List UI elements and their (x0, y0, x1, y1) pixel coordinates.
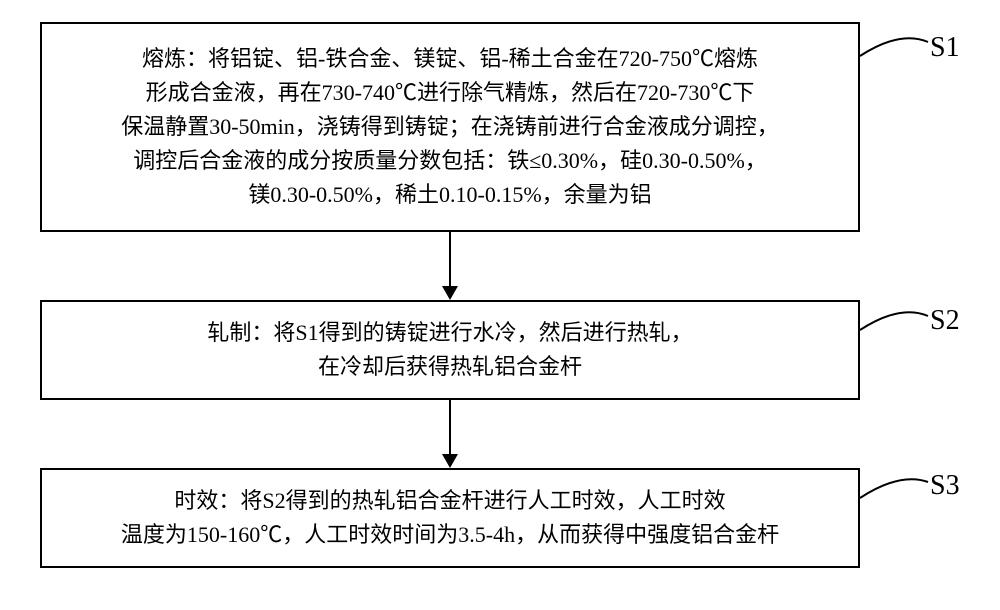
step-s2-text: 轧制：将S1得到的铸锭进行水冷，然后进行热轧， 在冷却后获得热轧铝合金杆 (207, 316, 692, 384)
s1-line4: 调控后合金液的成分按质量分数包括：铁≤0.30%，硅0.30-0.50%， (133, 148, 767, 173)
s3-line1: 时效：将S2得到的热轧铝合金杆进行人工时效，人工时效 (174, 488, 725, 513)
step-s1-text: 熔炼：将铝锭、铝-铁合金、镁锭、铝-稀土合金在720-750℃熔炼 形成合金液，… (121, 42, 779, 212)
arrow-s1-s2-head (442, 286, 458, 300)
arrow-s1-s2-line (449, 232, 451, 286)
label-s1: S1 (930, 32, 960, 64)
flowchart-canvas: 熔炼：将铝锭、铝-铁合金、镁锭、铝-稀土合金在720-750℃熔炼 形成合金液，… (0, 0, 1000, 610)
step-s1-box: 熔炼：将铝锭、铝-铁合金、镁锭、铝-稀土合金在720-750℃熔炼 形成合金液，… (40, 22, 860, 232)
label-s2: S2 (930, 305, 960, 337)
label-s3: S3 (930, 470, 960, 502)
s1-line2: 形成合金液，再在730-740℃进行除气精炼，然后在720-730℃下 (146, 80, 755, 105)
s2-line1: 轧制：将S1得到的铸锭进行水冷，然后进行热轧， (207, 320, 692, 345)
s2-line2: 在冷却后获得热轧铝合金杆 (318, 354, 582, 379)
s1-line3: 保温静置30-50min，浇铸得到铸锭；在浇铸前进行合金液成分调控， (121, 114, 779, 139)
arrow-s2-s3-line (449, 400, 451, 454)
step-s3-box: 时效：将S2得到的热轧铝合金杆进行人工时效，人工时效 温度为150-160℃，人… (40, 468, 860, 568)
arrow-s2-s3-head (442, 454, 458, 468)
step-s2-box: 轧制：将S1得到的铸锭进行水冷，然后进行热轧， 在冷却后获得热轧铝合金杆 (40, 300, 860, 400)
s1-line1: 熔炼：将铝锭、铝-铁合金、镁锭、铝-稀土合金在720-750℃熔炼 (142, 46, 758, 71)
s1-line5: 镁0.30-0.50%，稀土0.10-0.15%，余量为铝 (248, 182, 651, 207)
s3-line2: 温度为150-160℃，人工时效时间为3.5-4h，从而获得中强度铝合金杆 (121, 522, 779, 547)
step-s3-text: 时效：将S2得到的热轧铝合金杆进行人工时效，人工时效 温度为150-160℃，人… (121, 484, 779, 552)
